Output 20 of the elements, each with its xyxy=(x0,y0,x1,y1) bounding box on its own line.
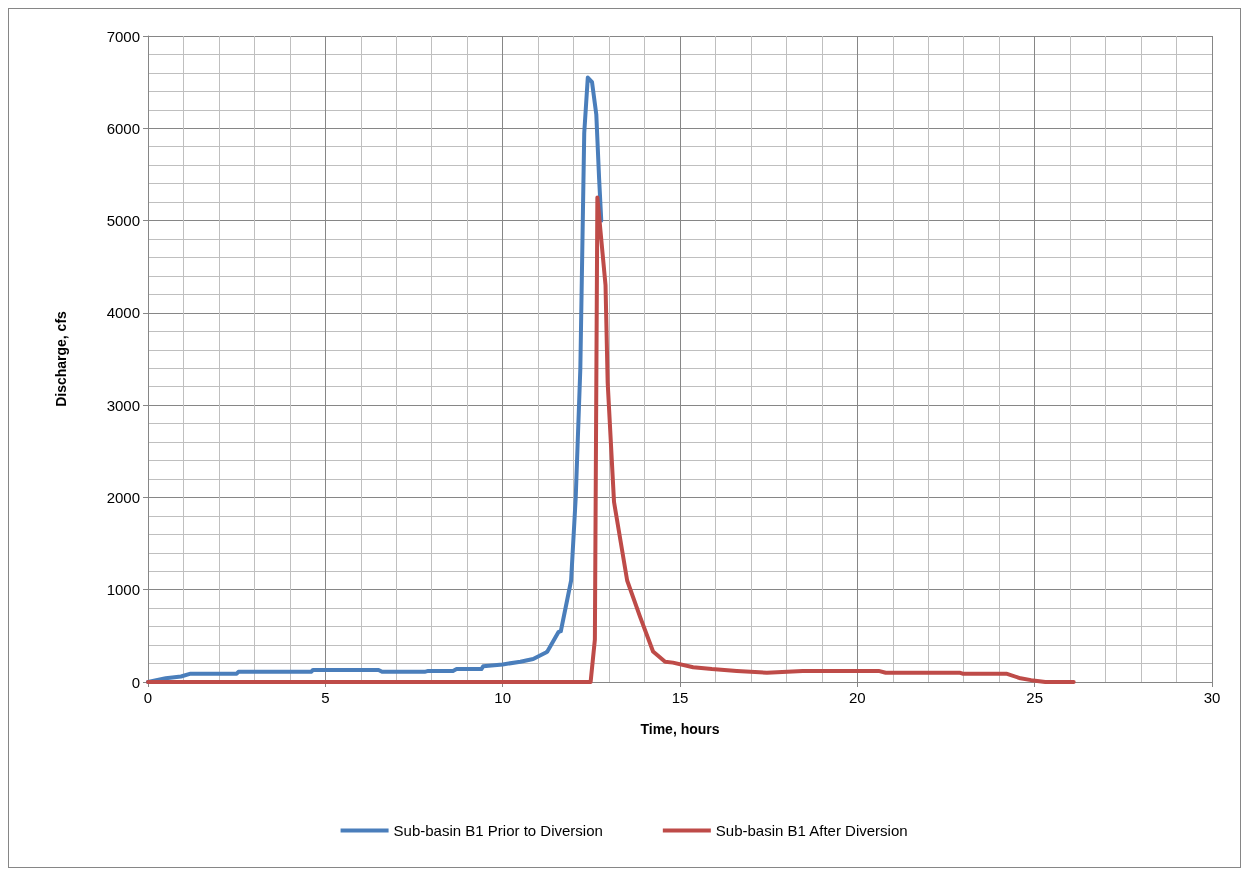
x-tick-label: 25 xyxy=(1026,689,1044,706)
x-tick-label: 20 xyxy=(848,689,866,706)
y-tick-label: 1000 xyxy=(106,581,140,599)
x-tick-label: 0 xyxy=(143,689,153,706)
legend-label: Sub-basin B1 After Diversion xyxy=(715,822,908,839)
x-tick-label: 10 xyxy=(494,689,512,706)
x-tick-label: 15 xyxy=(671,689,689,706)
y-tick-label: 5000 xyxy=(106,212,140,230)
y-tick-label: 2000 xyxy=(106,488,140,506)
y-axis-title: Discharge, cfs xyxy=(53,310,69,407)
line-series xyxy=(146,195,1076,684)
legend-label: Sub-basin B1 Prior to Diversion xyxy=(393,822,603,839)
x-tick-label: 5 xyxy=(321,689,330,706)
x-axis-title: Time, hours xyxy=(640,721,720,737)
y-tick-label: 3000 xyxy=(106,396,140,414)
y-tick-label: 0 xyxy=(131,673,140,691)
y-tick-label: 7000 xyxy=(106,27,140,45)
y-tick-label: 6000 xyxy=(106,119,140,137)
y-tick-label: 4000 xyxy=(106,304,140,322)
x-tick-label: 30 xyxy=(1203,689,1221,706)
